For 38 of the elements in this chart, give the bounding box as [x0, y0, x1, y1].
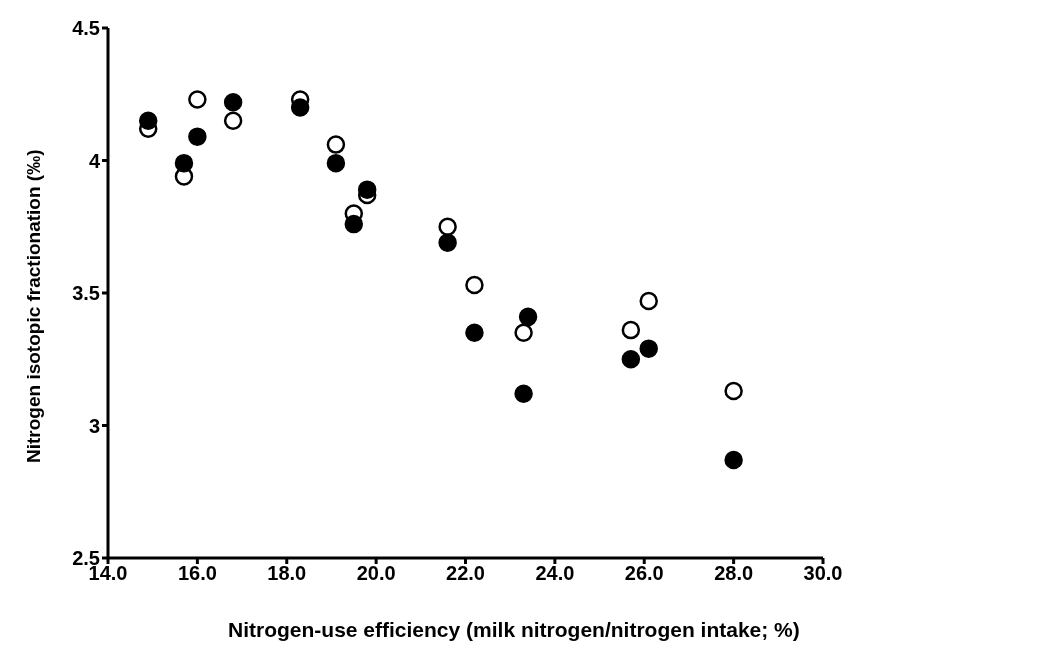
point [188, 90, 207, 109]
x-tick-label: 26.0 [624, 562, 664, 585]
x-tick-label: 20.0 [356, 562, 396, 585]
y-tick-label: 3.5 [72, 282, 100, 305]
point [639, 291, 658, 311]
point [518, 307, 538, 327]
point [621, 350, 641, 369]
y-tick-label: 4 [88, 149, 101, 172]
y-tick-label: 3 [88, 414, 100, 437]
y-tick-label: 4.5 [72, 17, 100, 40]
point [223, 111, 243, 130]
point [621, 320, 641, 340]
point [188, 127, 207, 146]
point [724, 381, 743, 401]
point [138, 111, 158, 130]
point [174, 153, 194, 173]
point [724, 450, 743, 470]
point [223, 92, 243, 112]
x-tick-label: 24.0 [535, 562, 575, 585]
x-tick-label: 16.0 [177, 562, 217, 585]
x-tick-label: 28.0 [714, 562, 754, 585]
x-tick-label: 18.0 [267, 562, 307, 585]
y-axis-title: Nitrogen isotopic fractionation (‰) [22, 149, 44, 463]
point [438, 217, 457, 236]
point [326, 135, 346, 154]
x-axis-title: Nitrogen-use efficiency (milk nitrogen/nitrogen intake; %) [228, 618, 800, 642]
x-tick-label: 30.0 [803, 562, 843, 585]
point [344, 214, 364, 234]
x-tick-label: 22.0 [446, 562, 485, 585]
point [514, 323, 533, 342]
point [357, 180, 377, 199]
point [514, 384, 533, 403]
point [438, 233, 457, 252]
point [326, 153, 346, 173]
point [290, 98, 310, 117]
point [639, 339, 658, 358]
point [465, 275, 484, 295]
point [465, 323, 484, 342]
